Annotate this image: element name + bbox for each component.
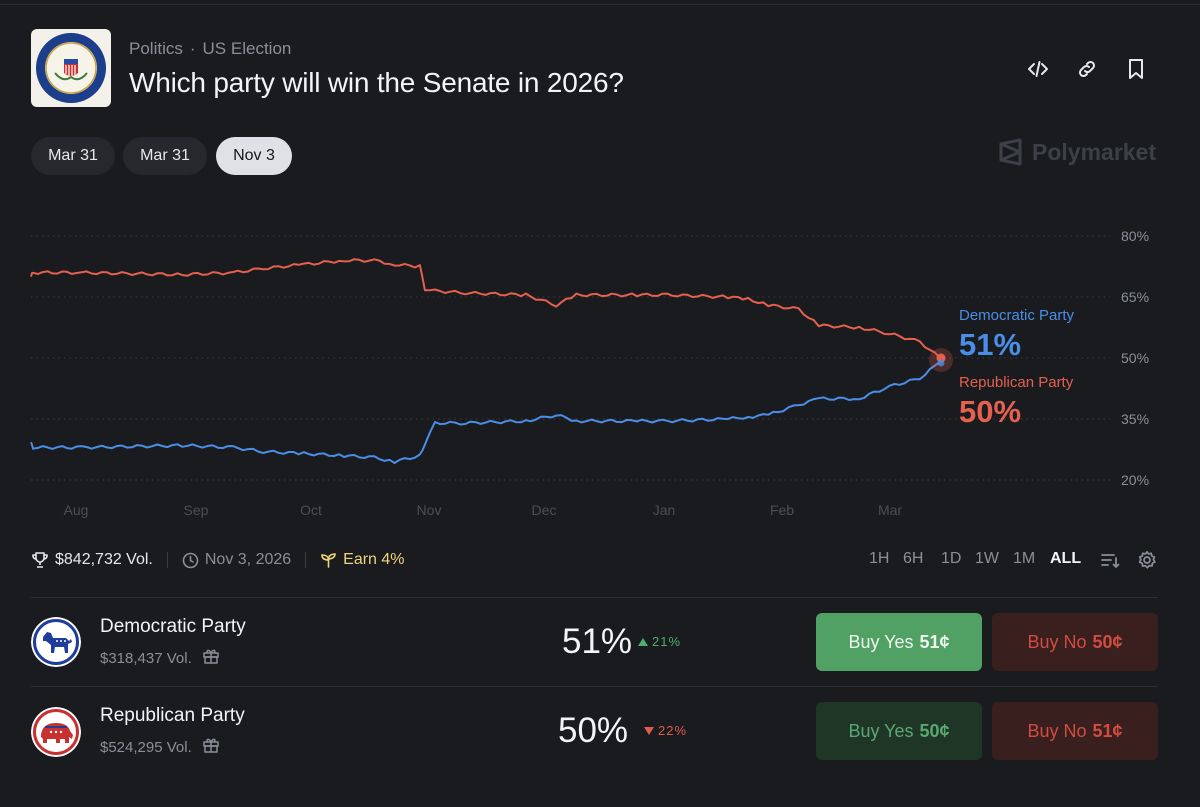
gear-icon	[1138, 550, 1156, 569]
copy-link-button[interactable]	[1073, 55, 1101, 83]
buy-yes-label: Buy Yes	[848, 631, 914, 652]
buy-no-price: 50¢	[1092, 631, 1123, 652]
buy-no-button[interactable]: Buy No 51¢	[992, 702, 1158, 760]
buy-yes-label: Buy Yes	[848, 720, 914, 741]
breadcrumb: Politics · US Election	[129, 39, 291, 59]
republican-elephant-icon	[31, 707, 81, 757]
buy-no-label: Buy No	[1027, 631, 1087, 652]
x-tick-label: Nov	[417, 502, 442, 518]
code-icon	[1028, 61, 1048, 77]
buy-no-price: 51¢	[1092, 720, 1123, 741]
polymarket-icon	[999, 138, 1022, 166]
page-title: Which party will win the Senate in 2026?	[129, 67, 624, 98]
triangle-down-icon	[644, 726, 654, 735]
outcome-volume: $524,295 Vol.	[100, 738, 192, 756]
latest-point-republican	[936, 353, 946, 363]
y-tick-label: 35%	[1121, 411, 1149, 427]
stats-divider	[305, 552, 307, 568]
outcome-volume-row: $318,437 Vol.	[100, 647, 220, 669]
end-date: Nov 3, 2026	[204, 551, 292, 568]
clock-icon	[182, 552, 199, 569]
y-tick-label: 65%	[1121, 289, 1149, 305]
series-line	[30, 258, 941, 359]
chart-sort-button[interactable]	[1096, 546, 1124, 574]
outcome-volume-row: $524,295 Vol.	[100, 736, 220, 758]
outcome-name: Democratic Party	[100, 616, 246, 637]
outcome-probability: 50%	[558, 711, 629, 750]
outcome-name: Republican Party	[100, 705, 245, 726]
outcome-volume: $318,437 Vol.	[100, 649, 192, 667]
democratic-donkey-icon	[31, 617, 81, 667]
x-tick-label: Feb	[770, 502, 794, 518]
y-tick-label: 80%	[1121, 228, 1149, 244]
series-line	[30, 361, 941, 464]
us-senate-seal-icon	[31, 29, 111, 107]
x-tick-label: Sep	[184, 502, 209, 518]
range-1m[interactable]: 1M	[1013, 550, 1036, 567]
x-tick-label: Aug	[64, 502, 89, 518]
embed-code-button[interactable]	[1024, 55, 1052, 83]
buy-yes-price: 50¢	[919, 720, 950, 741]
y-tick-label: 20%	[1121, 472, 1149, 488]
bookmark-button[interactable]	[1122, 55, 1150, 83]
date-tab-3[interactable]: Nov 3	[216, 137, 292, 175]
gift-icon[interactable]	[202, 647, 220, 669]
date-tab-1[interactable]: Mar 31	[31, 137, 115, 175]
range-1d[interactable]: 1D	[941, 550, 962, 567]
sprout-icon	[320, 552, 337, 569]
range-1h[interactable]: 1H	[869, 550, 890, 567]
price-chart[interactable]: 80% 65% 50% 35% 20% Aug Sep Oct Nov Dec Jan Feb Mar	[0, 215, 1200, 525]
x-tick-label: Mar	[878, 502, 902, 518]
triangle-up-icon	[638, 637, 648, 646]
outcome-change: 21%	[638, 634, 681, 649]
stats-divider	[166, 552, 168, 568]
outcome-change-value: 21%	[652, 634, 682, 649]
row-divider	[31, 686, 1158, 687]
chart-settings-button[interactable]	[1133, 546, 1161, 574]
range-all[interactable]: ALL	[1050, 550, 1082, 567]
legend-label-democratic: Democratic Party	[959, 307, 1075, 324]
range-1w[interactable]: 1W	[975, 550, 999, 567]
date-tab-label: Mar 31	[48, 147, 98, 164]
row-divider	[31, 597, 1158, 598]
bookmark-icon	[1129, 59, 1143, 79]
outcome-change: 22%	[644, 723, 687, 738]
breadcrumb-politics[interactable]: Politics	[129, 39, 183, 58]
date-tab-label: Mar 31	[140, 147, 190, 164]
link-icon	[1078, 60, 1096, 78]
buy-no-label: Buy No	[1027, 720, 1087, 741]
brand-name: Polymarket	[1032, 138, 1157, 165]
x-tick-label: Jan	[653, 502, 676, 518]
range-6h[interactable]: 6H	[903, 550, 924, 567]
earn-rewards-link[interactable]: Earn 4%	[343, 551, 405, 568]
latest-point-democratic	[937, 359, 945, 367]
outcome-probability: 51%	[562, 622, 633, 661]
buy-no-button[interactable]: Buy No 50¢	[992, 613, 1158, 671]
buy-yes-price: 51¢	[919, 631, 950, 652]
market-stats: $842,732 Vol. Nov 3, 2026 Earn 4%	[31, 549, 405, 571]
gift-icon[interactable]	[202, 736, 220, 758]
buy-yes-button[interactable]: Buy Yes 50¢	[816, 702, 982, 760]
trophy-icon	[31, 551, 49, 569]
breadcrumb-us-election[interactable]: US Election	[202, 39, 292, 58]
brand-logo: Polymarket	[998, 137, 1156, 167]
legend-label-republican: Republican Party	[959, 374, 1074, 391]
sort-icon	[1101, 554, 1120, 569]
total-volume: $842,732 Vol.	[55, 551, 153, 568]
date-tab-label: Nov 3	[233, 147, 275, 164]
x-tick-label: Dec	[532, 502, 557, 518]
buy-yes-button[interactable]: Buy Yes 51¢	[816, 613, 982, 671]
breadcrumb-separator: ·	[189, 39, 196, 58]
y-tick-label: 50%	[1121, 350, 1149, 366]
legend-value-democratic: 51%	[959, 327, 1022, 362]
date-tab-2[interactable]: Mar 31	[123, 137, 207, 175]
top-border	[0, 4, 1200, 5]
outcome-change-value: 22%	[658, 723, 688, 738]
legend-value-republican: 50%	[959, 394, 1022, 429]
x-tick-label: Oct	[300, 502, 322, 518]
